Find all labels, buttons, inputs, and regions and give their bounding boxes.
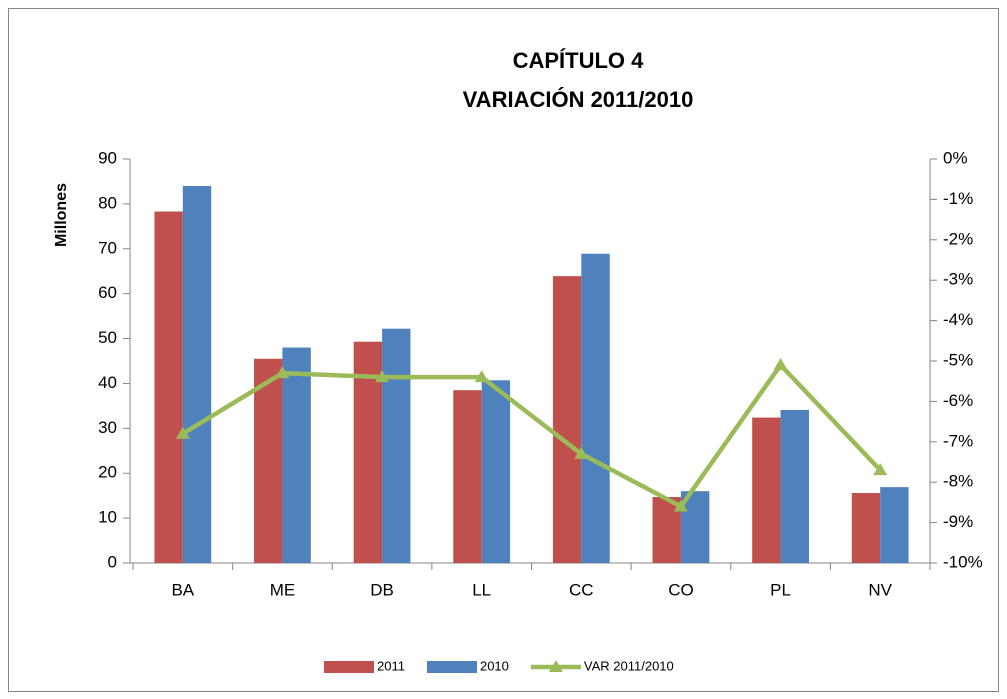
legend-label: VAR 2011/2010	[584, 658, 674, 673]
legend-label: 2010	[480, 658, 509, 673]
bar	[880, 487, 909, 563]
y2-tick-label: -10%	[943, 552, 983, 571]
y2-tick-label: -6%	[943, 391, 973, 410]
y2-tick-label: -2%	[943, 229, 973, 248]
y2-tick-label: 0%	[943, 148, 968, 167]
x-tick-label: BA	[171, 580, 194, 599]
y-tick-label: 80	[98, 193, 117, 212]
legend-label: 2011	[377, 658, 405, 673]
line-marker	[474, 370, 489, 383]
bar	[182, 185, 212, 563]
line-marker	[574, 446, 589, 459]
bar	[552, 276, 582, 563]
y2-tick-label: -7%	[943, 431, 973, 450]
y2-tick-label: -9%	[943, 512, 973, 531]
y2-tick-label: -5%	[943, 350, 973, 369]
legend-swatch	[548, 660, 563, 672]
x-tick-label: NV	[868, 580, 892, 599]
y2-tick-label: -4%	[943, 310, 973, 329]
legend-swatch	[324, 661, 374, 673]
line-marker	[175, 426, 190, 439]
y-tick-label: 60	[98, 283, 117, 302]
bar	[453, 390, 482, 563]
bar	[382, 328, 411, 563]
y-tick-label: 40	[98, 373, 117, 392]
bar	[780, 409, 809, 563]
x-tick-label: CC	[569, 580, 594, 599]
y-tick-label: 20	[98, 463, 117, 482]
bar	[481, 380, 511, 563]
y-tick-label: 10	[98, 508, 117, 527]
bar	[282, 347, 311, 563]
line-marker	[375, 370, 390, 383]
y-tick-label: 90	[98, 148, 117, 167]
y-axis-title: Millones	[53, 183, 70, 247]
chart-title: CAPÍTULO 4	[513, 48, 645, 73]
y2-tick-label: -3%	[943, 270, 973, 289]
y-tick-label: 0	[108, 552, 117, 571]
x-tick-label: PL	[770, 580, 791, 599]
y2-tick-label: -8%	[943, 472, 973, 491]
line-marker	[773, 358, 788, 371]
bar	[254, 358, 283, 563]
line-marker	[673, 499, 688, 512]
line-marker	[873, 463, 888, 476]
line-series	[181, 362, 882, 509]
y-tick-label: 70	[98, 238, 117, 257]
bar	[581, 253, 610, 563]
bar	[851, 492, 881, 563]
legend-swatch	[426, 661, 477, 673]
x-tick-label: ME	[270, 580, 296, 599]
x-tick-label: DB	[370, 580, 394, 599]
y-tick-label: 30	[98, 418, 117, 437]
x-tick-label: CO	[668, 580, 694, 599]
bar	[752, 417, 781, 563]
bar	[154, 211, 183, 563]
y2-tick-label: -1%	[943, 189, 973, 208]
chart-title: VARIACIÓN 2011/2010	[463, 87, 694, 112]
y-tick-label: 50	[98, 328, 117, 347]
line-marker	[275, 366, 290, 379]
x-tick-label: LL	[472, 580, 491, 599]
